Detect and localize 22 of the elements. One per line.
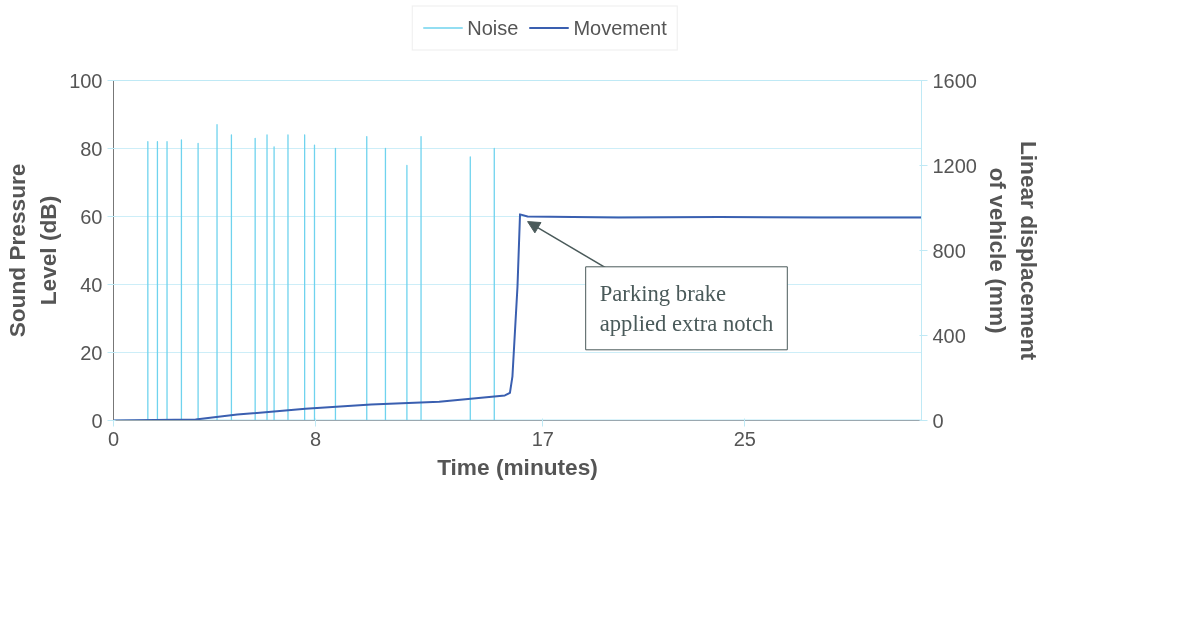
y-tick-label: 0 [91,409,103,432]
x-tick-label: 17 [531,427,554,450]
y-tick-label: 20 [80,341,103,364]
legend-label: Movement [573,16,667,39]
x-tick-label: 25 [733,427,756,450]
line-series [113,213,922,421]
legend-label: Noise [467,16,519,39]
y2-tick-label: 800 [932,239,966,262]
y-tick-label: 100 [69,69,103,92]
x-tick-label: 8 [309,427,322,450]
y2-tick-label: 0 [932,409,944,432]
y-axis-title: Sound Pressure Level (dB) [3,163,62,338]
annotation: Parking brake applied extra notch [599,280,774,336]
x-axis-title: Time (minutes) [437,453,598,480]
y2-tick-label: 1200 [932,154,977,177]
x-tick-label: 0 [107,427,120,450]
y2-tick-label: 1600 [932,69,977,92]
y-tick-label: 60 [80,205,103,228]
y-tick-label: 80 [80,137,103,160]
y-tick-label: 40 [80,273,103,296]
y2-axis-title: Linear displacement of vehicle (mm) [984,140,1043,361]
y2-tick-label: 400 [932,324,966,347]
